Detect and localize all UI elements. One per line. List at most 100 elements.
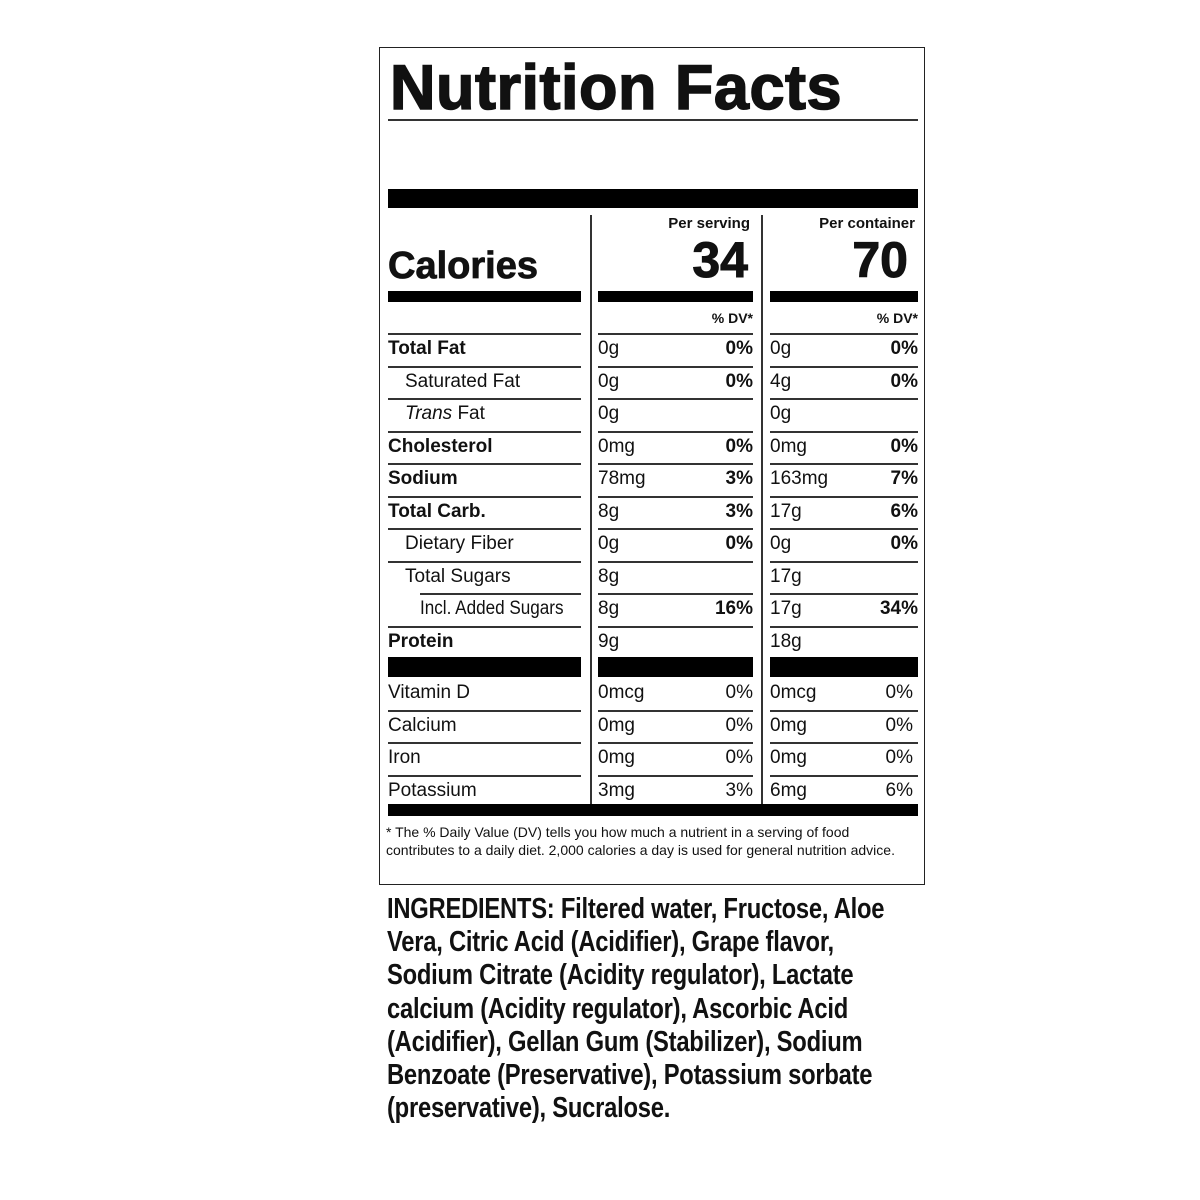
nutrient-label: Trans Fat <box>405 398 485 430</box>
nutrient-label: Total Fat <box>388 338 466 359</box>
ingredients-line: Vera, Citric Acid (Acidifier), Grape fla… <box>387 926 834 959</box>
row-line <box>598 333 753 335</box>
row-line <box>388 775 581 777</box>
container-dv: 34% <box>879 598 918 619</box>
row-line <box>598 593 753 595</box>
nutrient-label: Protein <box>388 630 454 652</box>
row-line <box>770 528 918 530</box>
container-dv: 0% <box>890 435 918 457</box>
container-amount: 0mg <box>770 714 807 736</box>
serving-amount: 8g <box>598 598 620 619</box>
nutrient-label: Sodium <box>388 468 458 489</box>
serving-dv: 0% <box>725 747 753 768</box>
nutrition-label <box>379 47 925 885</box>
row-line <box>598 626 753 628</box>
row-line <box>770 431 918 433</box>
row-line <box>598 742 753 744</box>
dv-header-container: % DV* <box>876 310 918 326</box>
serving-dv: 0% <box>725 682 753 703</box>
container-amount: 0mg <box>770 747 807 768</box>
nutrient-label-text: Fat <box>457 403 485 424</box>
row-line <box>598 431 753 433</box>
serving-amount: 0g <box>598 533 620 554</box>
serving-dv: 3% <box>725 500 753 522</box>
serving-dv: 3% <box>725 779 753 801</box>
serving-amount: 8g <box>598 500 620 522</box>
row-line <box>598 496 753 498</box>
thick-bar <box>388 657 581 677</box>
container-amount: 0g <box>770 338 792 359</box>
row-line <box>598 463 753 465</box>
row-line <box>388 742 581 744</box>
container-amount: 17g <box>770 500 802 522</box>
row-line <box>770 742 918 744</box>
container-dv: 7% <box>890 468 918 489</box>
calories-per-serving: 34 <box>692 232 749 289</box>
calories-per-container: 70 <box>852 232 909 289</box>
row-line <box>388 561 581 563</box>
container-dv: 0% <box>890 338 918 359</box>
row-line <box>388 710 581 712</box>
row-line <box>388 496 581 498</box>
container-dv: 6% <box>885 779 913 801</box>
per-container-header: Per container <box>819 215 915 232</box>
container-amount: 17g <box>770 598 802 619</box>
serving-dv: 0% <box>725 435 753 457</box>
row-line <box>420 593 581 595</box>
row-line <box>770 398 918 400</box>
serving-dv: 0% <box>725 338 753 359</box>
calories-bar <box>388 291 581 302</box>
vitamin-label: Vitamin D <box>388 682 471 703</box>
row-line <box>598 710 753 712</box>
dv-header-serving: % DV* <box>711 310 753 326</box>
row-line <box>598 561 753 563</box>
container-dv: 0% <box>885 747 913 768</box>
container-dv: 0% <box>885 714 913 736</box>
row-line <box>598 528 753 530</box>
row-line <box>770 561 918 563</box>
divider <box>388 119 918 121</box>
serving-amount: 8g <box>598 565 620 587</box>
serving-amount: 0mcg <box>598 682 645 703</box>
calories-label: Calories <box>388 245 539 288</box>
container-amount: 0mg <box>770 435 807 457</box>
serving-dv: 0% <box>725 714 753 736</box>
serving-amount: 0mg <box>598 714 635 736</box>
vitamin-label: Calcium <box>388 714 457 736</box>
ingredients: INGREDIENTS: Filtered water, Fructose, A… <box>387 893 885 1125</box>
vitamin-label: Iron <box>388 747 421 768</box>
serving-amount: 0mg <box>598 747 635 768</box>
trans-prefix: Trans <box>405 403 453 424</box>
serving-dv: 16% <box>714 598 753 619</box>
calories-bar <box>770 291 918 302</box>
row-line <box>770 593 918 595</box>
row-line <box>770 333 918 335</box>
container-amount: 17g <box>770 565 802 587</box>
row-line <box>770 775 918 777</box>
row-line <box>388 366 581 368</box>
serving-dv: 0% <box>725 533 753 554</box>
row-line <box>388 333 581 335</box>
calories-bar <box>598 291 753 302</box>
container-dv: 0% <box>890 533 918 554</box>
per-serving-header: Per serving <box>668 215 750 232</box>
row-line <box>598 398 753 400</box>
nutrient-label: Total Carb. <box>388 500 486 522</box>
ingredients-line: Sodium Citrate (Acidity regulator), Lact… <box>387 959 854 992</box>
column-divider <box>761 215 763 807</box>
row-line <box>388 626 581 628</box>
row-line <box>598 366 753 368</box>
container-dv: 0% <box>885 682 913 703</box>
row-line <box>388 398 581 400</box>
serving-amount: 0g <box>598 338 620 359</box>
row-line <box>388 431 581 433</box>
ingredients-line: INGREDIENTS: Filtered water, Fructose, A… <box>387 893 885 925</box>
nutrient-label: Incl. Added Sugars <box>420 598 564 619</box>
row-line <box>770 463 918 465</box>
row-line <box>388 463 581 465</box>
serving-dv: 3% <box>725 468 753 489</box>
container-amount: 18g <box>770 630 802 652</box>
serving-dv: 0% <box>725 370 753 392</box>
ingredients-line: (preservative), Sucralose. <box>387 1092 671 1125</box>
ingredients-line: (Acidifier), Gellan Gum (Stabilizer), So… <box>387 1025 863 1058</box>
